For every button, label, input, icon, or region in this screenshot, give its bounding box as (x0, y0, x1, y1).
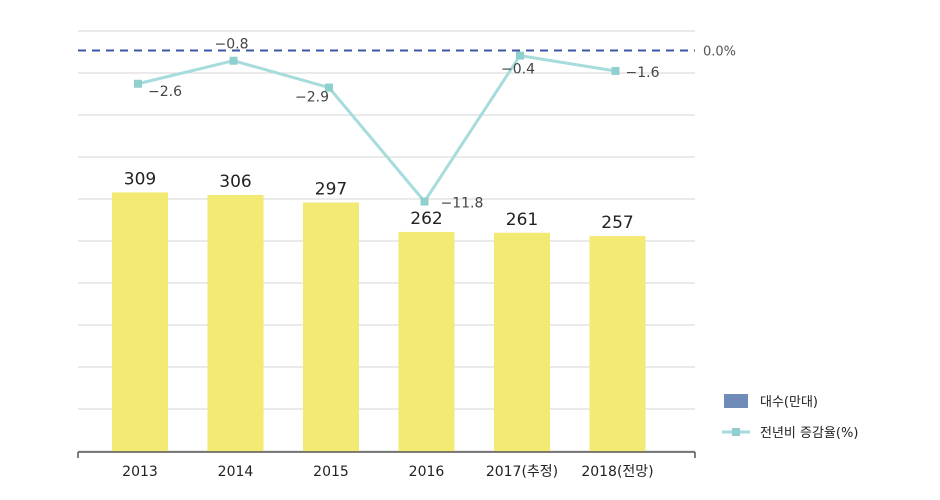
bar (398, 231, 455, 452)
legend-line-label: 전년비 증감율(%) (760, 426, 858, 441)
bar (589, 236, 646, 452)
bar-value-label: 297 (315, 180, 347, 200)
line-point (611, 66, 620, 75)
x-tick-label: 2013 (122, 464, 158, 480)
bar-value-label: 257 (601, 213, 633, 233)
line-point (420, 197, 429, 206)
line-point-label: −1.6 (626, 65, 660, 81)
x-axis: 2013 2014 2015 2016 2017(추정) 2018(전망) (77, 451, 696, 480)
legend: 대수(만대) 전년비 증감율(%) (722, 394, 858, 441)
x-tick-label: 2016 (409, 464, 445, 480)
line-series: 0.0% −2.6 −0.8 −2.9 −11.8 −0.4 −1.6 (78, 37, 736, 212)
bar-series: 309 306 297 262 261 257 (112, 169, 646, 452)
legend-bar-label: 대수(만대) (760, 395, 818, 410)
line-point-label: −2.6 (148, 84, 182, 100)
line-point-label: −11.8 (441, 196, 484, 212)
zero-reference-label: 0.0% (703, 44, 736, 59)
line-point (325, 83, 333, 92)
bar (303, 202, 359, 452)
line-point (516, 51, 524, 60)
bar (112, 192, 168, 452)
line-point (134, 79, 142, 88)
bar-value-label: 306 (219, 172, 251, 192)
x-tick-label: 2014 (218, 464, 254, 480)
bar-value-label: 262 (410, 209, 442, 229)
legend-bar-swatch (724, 394, 748, 408)
bar-value-label: 309 (124, 169, 156, 189)
line-point-label: −0.8 (215, 37, 249, 53)
bar (207, 194, 264, 452)
x-tick-label: 2017(추정) (486, 464, 558, 480)
line-point (229, 56, 238, 65)
line-point-label: −0.4 (501, 62, 535, 78)
bar-value-label: 261 (506, 210, 538, 230)
legend-line-marker (732, 428, 740, 436)
bar (494, 232, 550, 452)
line-point-label: −2.9 (295, 90, 329, 106)
rate-line (137, 54, 616, 204)
x-tick-label: 2018(전망) (581, 464, 653, 480)
x-tick-label: 2015 (313, 464, 349, 480)
